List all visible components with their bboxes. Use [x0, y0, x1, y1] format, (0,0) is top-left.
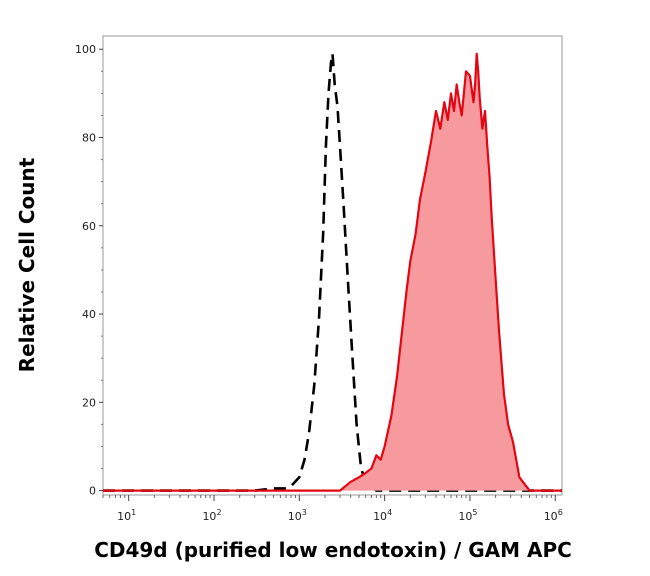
x-tick-label: 101: [117, 508, 136, 523]
x-tick-label: 102: [202, 508, 221, 523]
x-tick-label: 105: [458, 508, 477, 523]
series-1-area: [103, 53, 562, 491]
y-axis: 0 20 40 60 80 100: [75, 43, 103, 498]
y-axis-title: Relative Cell Count: [15, 157, 39, 372]
y-tick-label: 100: [75, 43, 96, 56]
series-layer: [103, 52, 562, 492]
x-axis-title: CD49d (purified low endotoxin) / GAM APC: [94, 538, 572, 562]
x-tick-label: 106: [544, 508, 563, 523]
series-1-line: [103, 52, 562, 492]
y-tick-label: 80: [82, 132, 96, 145]
x-axis: 101 102 103 104 105 106: [102, 495, 563, 523]
y-tick-label: 20: [82, 396, 96, 409]
y-tick-label: 40: [82, 308, 96, 321]
x-tick-label: 103: [288, 508, 307, 523]
y-tick-label: 0: [89, 485, 96, 498]
x-tick-label: 104: [373, 508, 392, 523]
y-tick-label: 60: [82, 220, 96, 233]
